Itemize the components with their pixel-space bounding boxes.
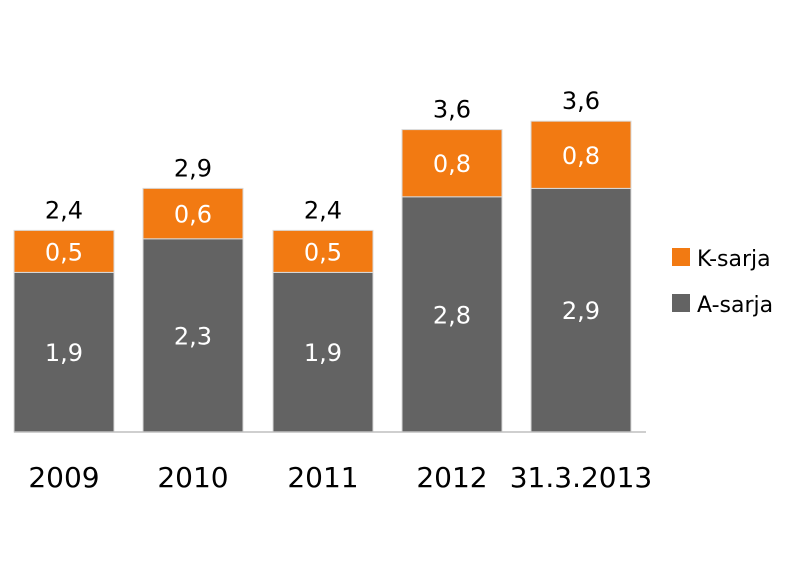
bar-k-sarja-2011	[272, 229, 374, 273]
legend-label-k-sarja: K-sarja	[697, 247, 771, 272]
x-tick-label-2010: 2010	[157, 461, 228, 494]
x-tick-label-2011: 2011	[287, 461, 358, 494]
total-label-2010: 2,9	[174, 154, 212, 182]
data-label-a-sarja-2009: 1,9	[45, 339, 83, 367]
bar-a-sarja-2009	[13, 271, 115, 433]
labels-layer: 1,9 0,5 2,4 2009 2,3 0,6 2,9 2010 1,9 0,5 2,4 2011 2…	[28, 87, 652, 494]
data-label-k-sarja-2011: 0,5	[304, 238, 342, 266]
data-label-k-sarja-31-3-2013: 0,8	[562, 142, 600, 170]
data-label-a-sarja-31-3-2013: 2,9	[562, 297, 600, 325]
data-label-a-sarja-2010: 2,3	[174, 322, 212, 350]
bars-layer	[13, 120, 632, 433]
bar-k-sarja-2009	[13, 229, 115, 273]
x-tick-label-31-3-2013: 31.3.2013	[510, 461, 653, 494]
total-label-2011: 2,4	[304, 196, 342, 224]
legend: K-sarja A-sarja	[672, 247, 773, 318]
data-label-a-sarja-2011: 1,9	[304, 339, 342, 367]
data-label-a-sarja-2012: 2,8	[433, 301, 471, 329]
bar-k-sarja-2010	[142, 187, 244, 240]
x-tick-label-2012: 2012	[416, 461, 487, 494]
total-label-2012: 3,6	[433, 96, 471, 124]
legend-label-a-sarja: A-sarja	[697, 293, 773, 318]
data-label-k-sarja-2009: 0,5	[45, 238, 83, 266]
total-label-2009: 2,4	[45, 196, 83, 224]
data-label-k-sarja-2012: 0,8	[433, 150, 471, 178]
data-label-k-sarja-2010: 0,6	[174, 201, 212, 229]
bar-k-sarja-2012	[401, 129, 503, 198]
x-tick-label-2009: 2009	[28, 461, 99, 494]
bar-a-sarja-2011	[272, 271, 374, 433]
bar-k-sarja-31-3-2013	[530, 120, 632, 189]
legend-swatch-k-sarja	[672, 248, 690, 266]
legend-swatch-a-sarja	[672, 294, 690, 312]
total-label-31-3-2013: 3,6	[562, 87, 600, 115]
